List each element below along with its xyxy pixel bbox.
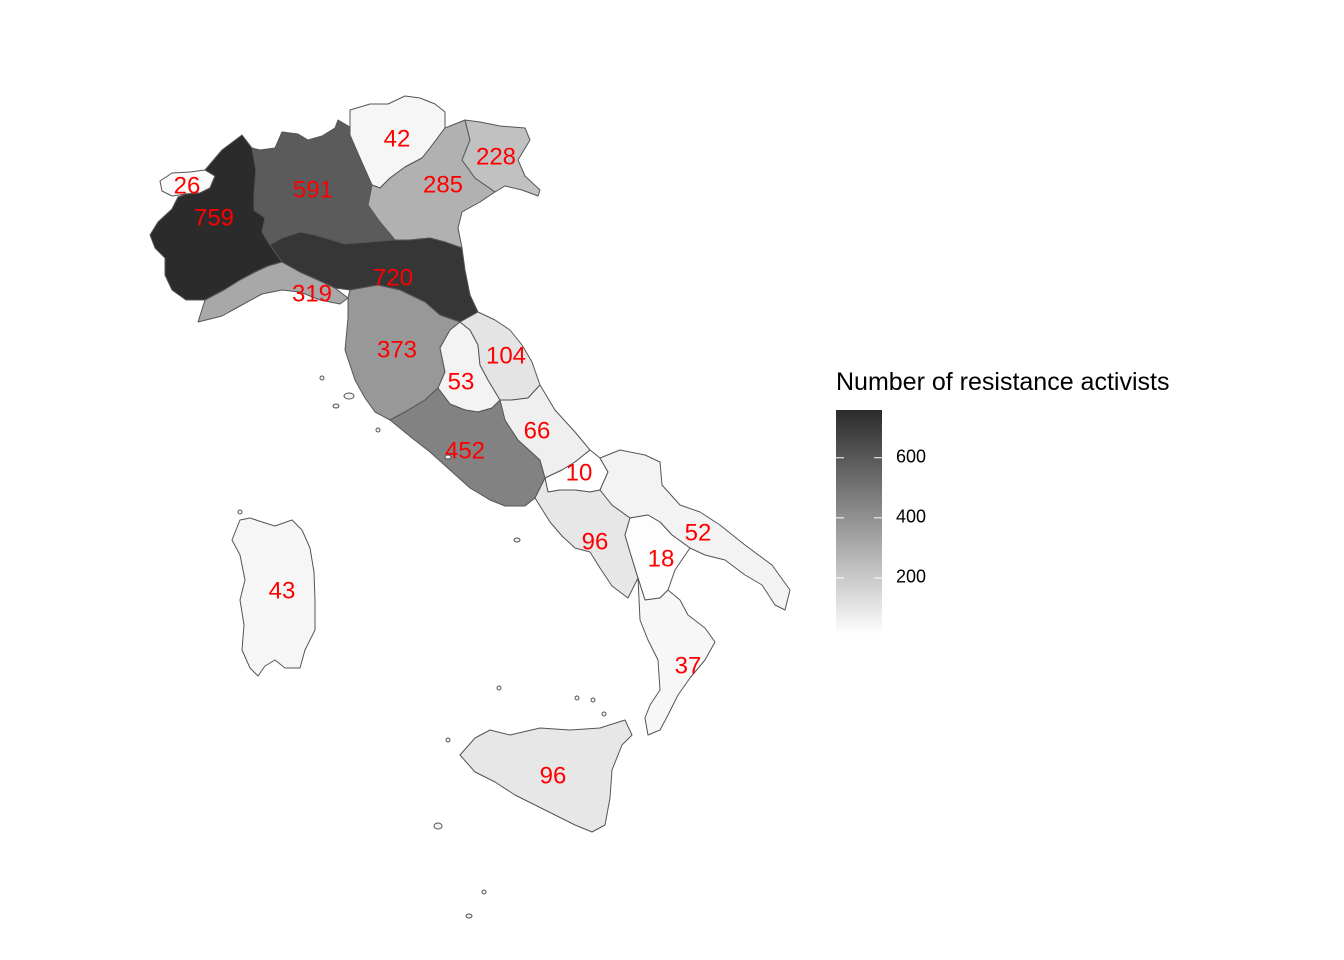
legend-colorbar <box>836 410 882 635</box>
regions-layer <box>149 95 791 833</box>
legend-tick-label: 400 <box>896 507 926 527</box>
label-liguria: 319 <box>292 280 332 307</box>
legend-title: Number of resistance activists <box>836 368 1169 396</box>
legend: Number of resistance activists 200 400 600 <box>836 368 1169 635</box>
region-emilia-romagna <box>269 231 479 323</box>
value-labels: 26 759 591 42 285 228 319 720 373 53 104… <box>174 125 712 789</box>
label-sicilia: 96 <box>540 762 567 789</box>
label-sardegna: 43 <box>269 577 296 604</box>
label-puglia: 52 <box>685 519 712 546</box>
label-veneto: 285 <box>423 171 463 198</box>
label-valle-daosta: 26 <box>174 172 201 199</box>
region-calabria <box>637 577 716 736</box>
region-sicilia <box>459 719 633 833</box>
label-calabria: 37 <box>675 652 702 679</box>
label-lombardia: 591 <box>293 176 333 203</box>
label-emilia-romagna: 720 <box>373 264 413 291</box>
legend-ticks: 200 400 600 <box>836 447 926 587</box>
legend-tick-label: 600 <box>896 447 926 467</box>
legend-tick-label: 200 <box>896 567 926 587</box>
label-campania: 96 <box>582 528 609 555</box>
label-toscana: 373 <box>377 336 417 363</box>
label-marche: 104 <box>486 342 526 369</box>
region-sardegna <box>231 517 316 677</box>
minor-islands <box>237 375 607 919</box>
label-abruzzo: 66 <box>524 417 551 444</box>
label-friuli-venezia-giulia: 228 <box>476 143 516 170</box>
label-molise: 10 <box>566 459 593 486</box>
label-umbria: 53 <box>448 368 475 395</box>
region-friuli-venezia-giulia <box>461 119 541 197</box>
label-piemonte: 759 <box>194 204 234 231</box>
label-lazio: 452 <box>445 437 485 464</box>
label-trentino-alto-adige: 42 <box>384 125 411 152</box>
label-basilicata: 18 <box>648 545 675 572</box>
